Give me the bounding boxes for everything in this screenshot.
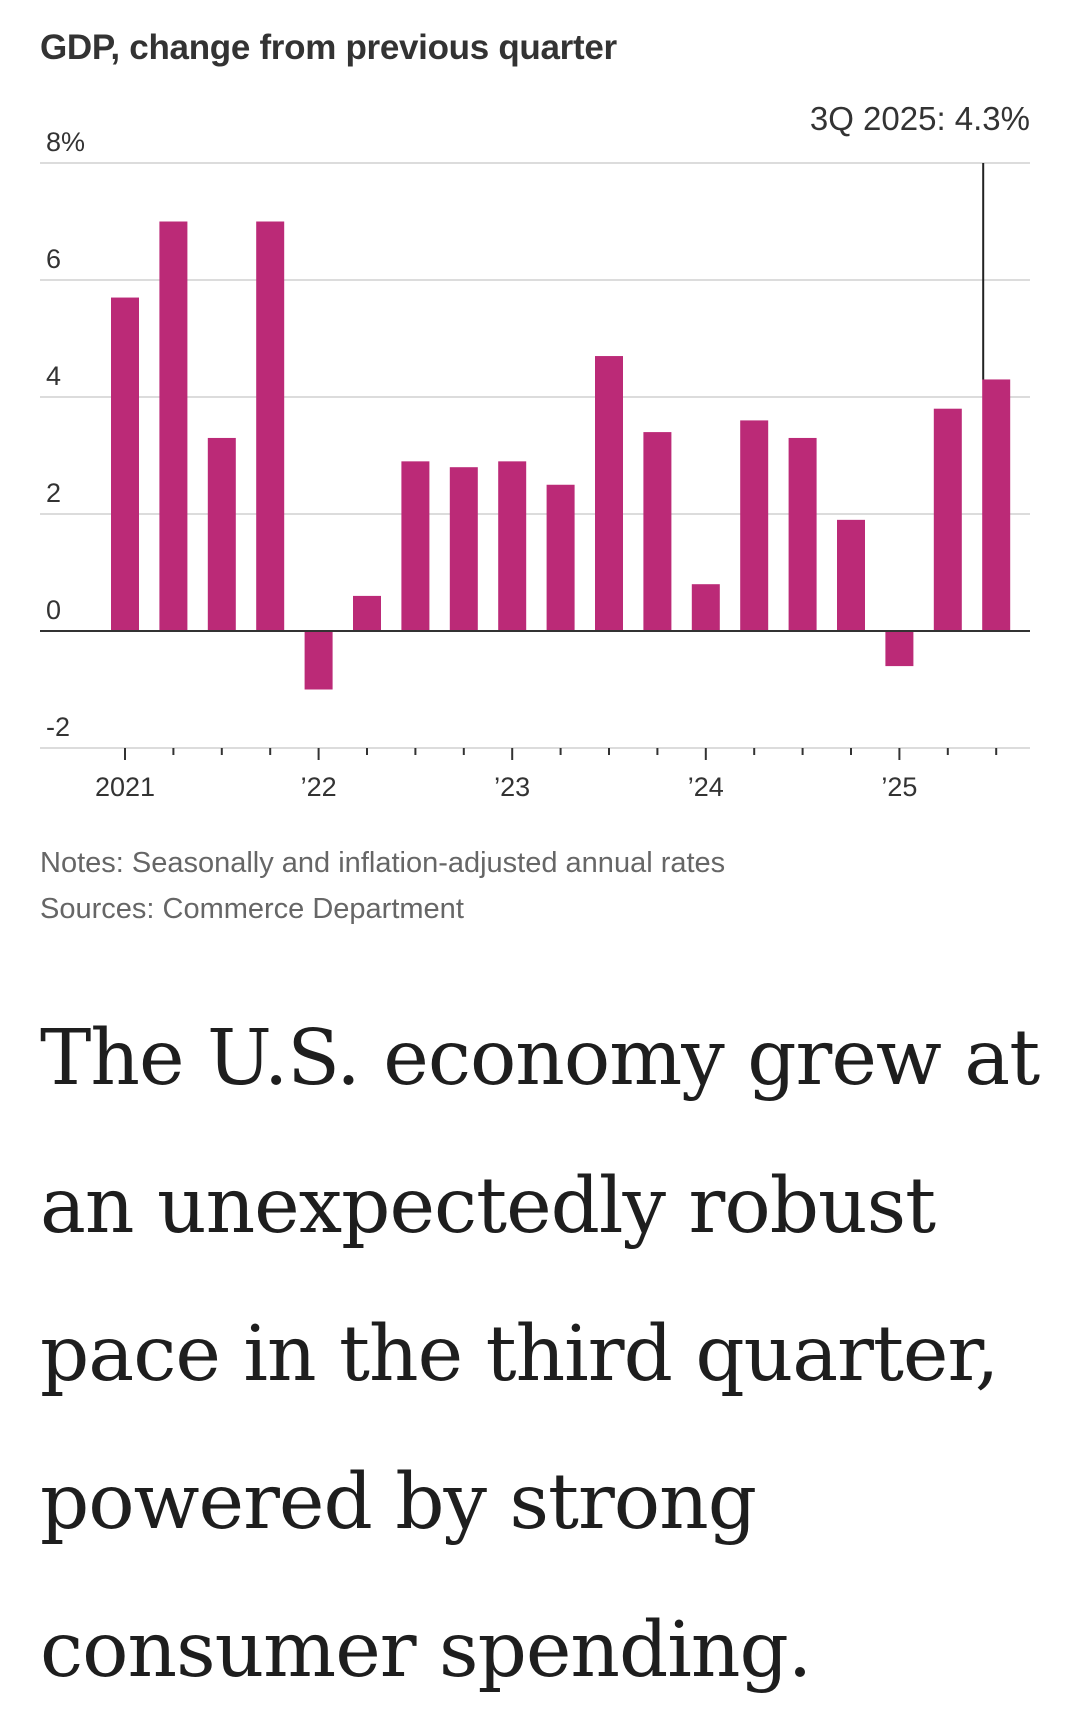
y-tick-label: -2 (46, 712, 70, 742)
bar (788, 437, 817, 631)
sources-text: Sources: Commerce Department (40, 893, 464, 925)
y-tick-label: 4 (46, 361, 61, 391)
x-tick-label: ’25 (881, 772, 917, 800)
bar (401, 461, 430, 631)
bar (982, 379, 1011, 631)
gridlines: 8% 6 4 2 0 -2 (40, 127, 1030, 742)
x-tick-label: ’24 (688, 772, 724, 800)
bar (449, 467, 478, 631)
notes-text: Notes: Seasonally and inflation-adjusted… (40, 847, 726, 879)
bar (207, 437, 236, 631)
annotation-label: 3Q 2025: 4.3% (810, 100, 1030, 137)
bars (111, 221, 1011, 690)
bar (837, 519, 865, 631)
gdp-bar-chart: 8% 6 4 2 0 -2 2021 ’22 ’23 ’24 ’25 3Q 2025: 4.3% (40, 100, 1030, 800)
y-tick-label: 6 (46, 244, 61, 274)
bar (740, 420, 769, 631)
bar (304, 631, 333, 690)
annotation: 3Q 2025: 4.3% (810, 100, 1030, 380)
bar (353, 595, 381, 631)
y-tick-label: 2 (46, 478, 61, 508)
bar (256, 221, 285, 631)
bar (111, 297, 139, 631)
x-tick-label: 2021 (95, 772, 155, 800)
bar (498, 461, 527, 631)
bar (595, 356, 623, 631)
x-tick-label: ’22 (301, 772, 337, 800)
bar (643, 432, 672, 631)
chart-title: GDP, change from previous quarter (40, 28, 617, 67)
headline: The U.S. economy grew at an unexpectedly… (40, 1014, 1040, 1695)
x-axis: 2021 ’22 ’23 ’24 ’25 (40, 630, 1030, 800)
bar (885, 631, 914, 667)
bar (159, 221, 188, 631)
bar (933, 408, 962, 631)
x-tick-label: ’23 (494, 772, 530, 800)
bar (546, 484, 575, 631)
chart-notes: Notes: Seasonally and inflation-adjusted… (40, 840, 725, 932)
y-tick-label: 8% (46, 127, 85, 157)
bar (691, 584, 720, 631)
y-tick-label: 0 (46, 595, 61, 625)
